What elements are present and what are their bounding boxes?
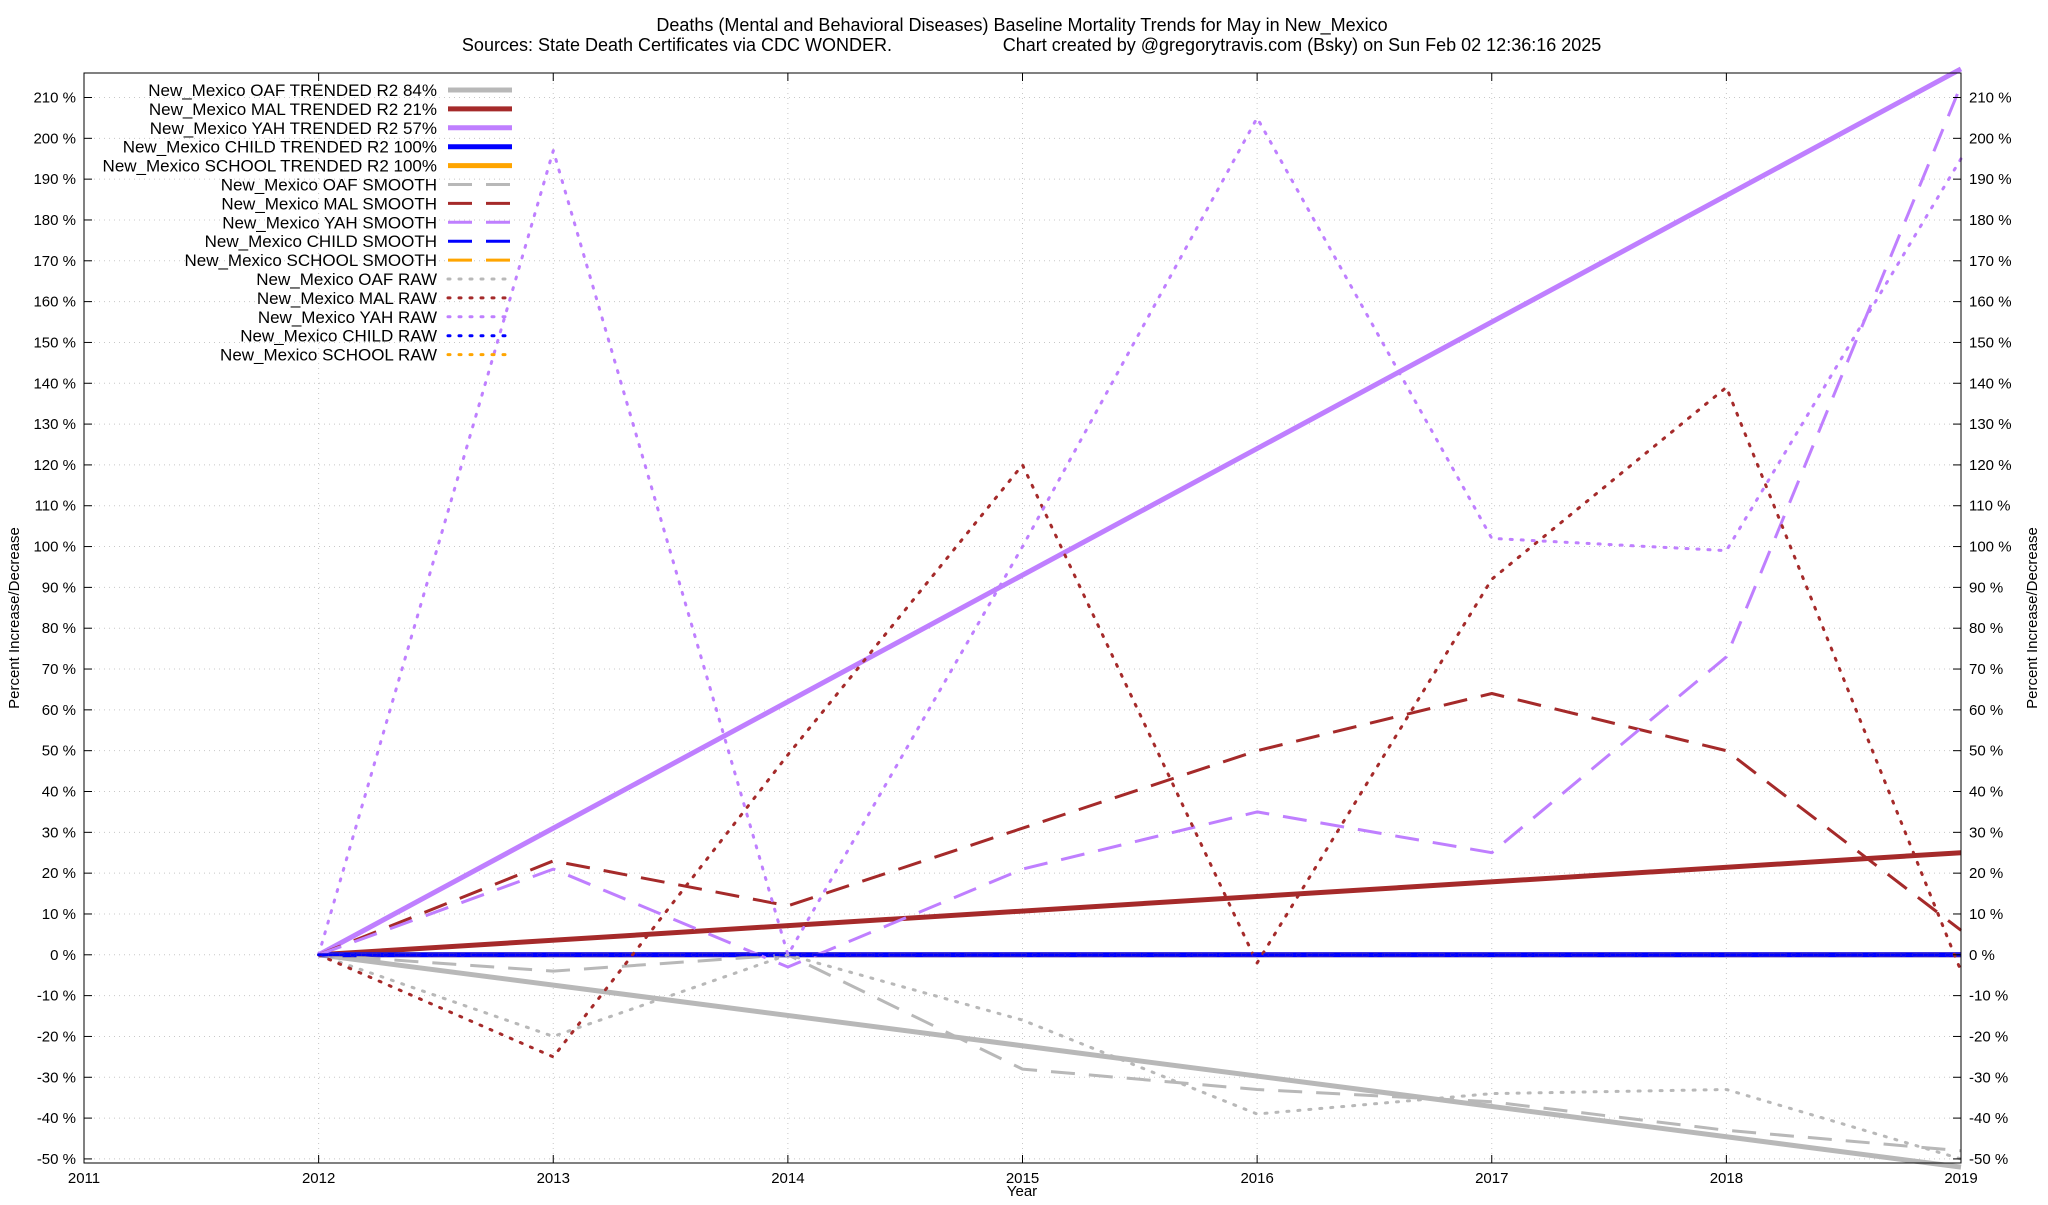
y-tick-label-right: 30 %	[1969, 824, 2003, 841]
y-tick-label-right: 130 %	[1969, 416, 2012, 433]
y-tick-label-right: 160 %	[1969, 294, 2012, 311]
legend-label-yah-raw: New_Mexico YAH RAW	[258, 308, 437, 327]
x-tick-label: 2018	[1710, 1170, 1743, 1187]
y-tick-label-left: 80 %	[42, 620, 76, 637]
y-tick-label-left: 170 %	[33, 253, 76, 270]
y-tick-label-left: 70 %	[42, 661, 76, 678]
y-tick-label-left: 40 %	[42, 784, 76, 801]
chart-subtitle-source: Sources: State Death Certificates via CD…	[462, 35, 892, 55]
y-tick-label-right: 200 %	[1969, 130, 2012, 147]
y-tick-label-right: 170 %	[1969, 253, 2012, 270]
y-tick-label-right: -30 %	[1969, 1069, 2008, 1086]
y-tick-label-left: 120 %	[33, 457, 76, 474]
y-tick-label-right: 0 %	[1969, 947, 1995, 964]
legend-label-yah-smooth: New_Mexico YAH SMOOTH	[222, 213, 437, 232]
legend-label-child-raw: New_Mexico CHILD RAW	[240, 327, 437, 346]
x-tick-label: 2019	[1944, 1170, 1977, 1187]
chart-subtitle-credit: Chart created by @gregorytravis.com (Bsk…	[1003, 35, 1602, 55]
y-tick-label-right: 140 %	[1969, 375, 2012, 392]
y-tick-label-left: 50 %	[42, 743, 76, 760]
x-tick-label: 2013	[537, 1170, 570, 1187]
y-tick-label-left: -50 %	[37, 1151, 76, 1168]
y-tick-label-left: 100 %	[33, 539, 76, 556]
legend-label-mal-smooth: New_Mexico MAL SMOOTH	[221, 194, 437, 213]
y-tick-label-right: -40 %	[1969, 1110, 2008, 1127]
y-tick-label-left: 140 %	[33, 375, 76, 392]
x-tick-label: 2014	[771, 1170, 804, 1187]
y-tick-label-right: -10 %	[1969, 988, 2008, 1005]
y-tick-label-left: 210 %	[33, 89, 76, 106]
y-tick-label-right: 70 %	[1969, 661, 2003, 678]
y-tick-label-left: 10 %	[42, 906, 76, 923]
y-tick-label-left: 160 %	[33, 294, 76, 311]
y-tick-label-left: 150 %	[33, 334, 76, 351]
y-tick-label-right: 150 %	[1969, 334, 2012, 351]
y-tick-label-right: 80 %	[1969, 620, 2003, 637]
legend-label-mal-raw: New_Mexico MAL RAW	[257, 289, 437, 308]
y-tick-label-right: 120 %	[1969, 457, 2012, 474]
y-tick-label-left: -30 %	[37, 1069, 76, 1086]
legend-label-school-raw: New_Mexico SCHOOL RAW	[220, 346, 437, 365]
legend-label-school-trended: New_Mexico SCHOOL TRENDED R2 100%	[103, 157, 437, 176]
x-tick-label: 2011	[68, 1170, 100, 1187]
y-tick-label-left: 20 %	[42, 865, 76, 882]
x-axis-label: Year	[1007, 1183, 1037, 1200]
y-axis-label-left: Percent Increase/Decrease	[6, 527, 23, 709]
y-tick-label-left: 200 %	[33, 130, 76, 147]
series-line-yah-smooth	[318, 84, 1963, 969]
y-tick-label-right: 60 %	[1969, 702, 2003, 719]
y-tick-label-right: 100 %	[1969, 539, 2012, 556]
y-tick-label-left: 60 %	[42, 702, 76, 719]
y-tick-label-left: -20 %	[37, 1028, 76, 1045]
y-tick-label-left: 110 %	[35, 498, 76, 515]
y-tick-label-left: 180 %	[33, 212, 76, 229]
series-line-oaf-smooth	[318, 953, 1962, 1153]
series-line-oaf-trended	[318, 952, 1962, 1170]
series-line-yah-raw	[317, 116, 1963, 957]
y-tick-label-left: -10 %	[37, 988, 76, 1005]
tick-layer: -50 % -50 % -40 % -40 % -30 % -30 % -20 % -20 %…	[33, 73, 2012, 1187]
y-tick-label-right: 190 %	[1969, 171, 2012, 188]
y-tick-label-right: -50 %	[1969, 1151, 2008, 1168]
series-line-mal-trended	[318, 850, 1962, 958]
y-tick-label-left: 130 %	[33, 416, 76, 433]
series-line-mal-raw	[317, 385, 1963, 1059]
chart-title: Deaths (Mental and Behavioral Diseases) …	[656, 15, 1387, 36]
legend-label-child-trended: New_Mexico CHILD TRENDED R2 100%	[123, 138, 437, 157]
legend-label-school-smooth: New_Mexico SCHOOL SMOOTH	[184, 251, 437, 270]
y-tick-label-right: -20 %	[1969, 1028, 2008, 1045]
y-tick-label-right: 50 %	[1969, 743, 2003, 760]
legend-label-oaf-trended: New_Mexico OAF TRENDED R2 84%	[148, 81, 437, 100]
x-tick-label: 2016	[1240, 1170, 1273, 1187]
y-tick-label-right: 180 %	[1969, 212, 2012, 229]
y-tick-label-left: 190 %	[33, 171, 76, 188]
y-tick-label-left: -40 %	[37, 1110, 76, 1127]
legend-label-oaf-raw: New_Mexico OAF RAW	[256, 270, 437, 289]
series-line-yah-trended	[317, 66, 1963, 958]
series-layer	[317, 66, 1963, 1170]
x-tick-label: 2017	[1475, 1170, 1508, 1187]
legend-label-oaf-smooth: New_Mexico OAF SMOOTH	[221, 176, 437, 195]
series-line-mal-smooth	[318, 692, 1962, 957]
legend-label-child-smooth: New_Mexico CHILD SMOOTH	[205, 232, 437, 251]
y-tick-label-right: 110 %	[1969, 498, 2010, 515]
y-tick-label-left: 90 %	[42, 579, 76, 596]
y-tick-label-left: 0 %	[50, 947, 76, 964]
y-axis-label-right: Percent Increase/Decrease	[2024, 527, 2041, 709]
y-tick-label-right: 210 %	[1969, 89, 2012, 106]
legend-label-mal-trended: New_Mexico MAL TRENDED R2 21%	[149, 100, 437, 119]
y-tick-label-right: 90 %	[1969, 579, 2003, 596]
y-tick-label-right: 40 %	[1969, 784, 2003, 801]
legend-label-yah-trended: New_Mexico YAH TRENDED R2 57%	[150, 119, 437, 138]
legend-layer: New_Mexico OAF TRENDED R2 84%New_Mexico …	[103, 81, 514, 365]
y-tick-label-left: 30 %	[42, 824, 76, 841]
y-tick-label-right: 10 %	[1969, 906, 2003, 923]
y-tick-label-right: 20 %	[1969, 865, 2003, 882]
x-tick-label: 2012	[302, 1170, 335, 1187]
x-tick-label: 2015	[1006, 1170, 1039, 1187]
